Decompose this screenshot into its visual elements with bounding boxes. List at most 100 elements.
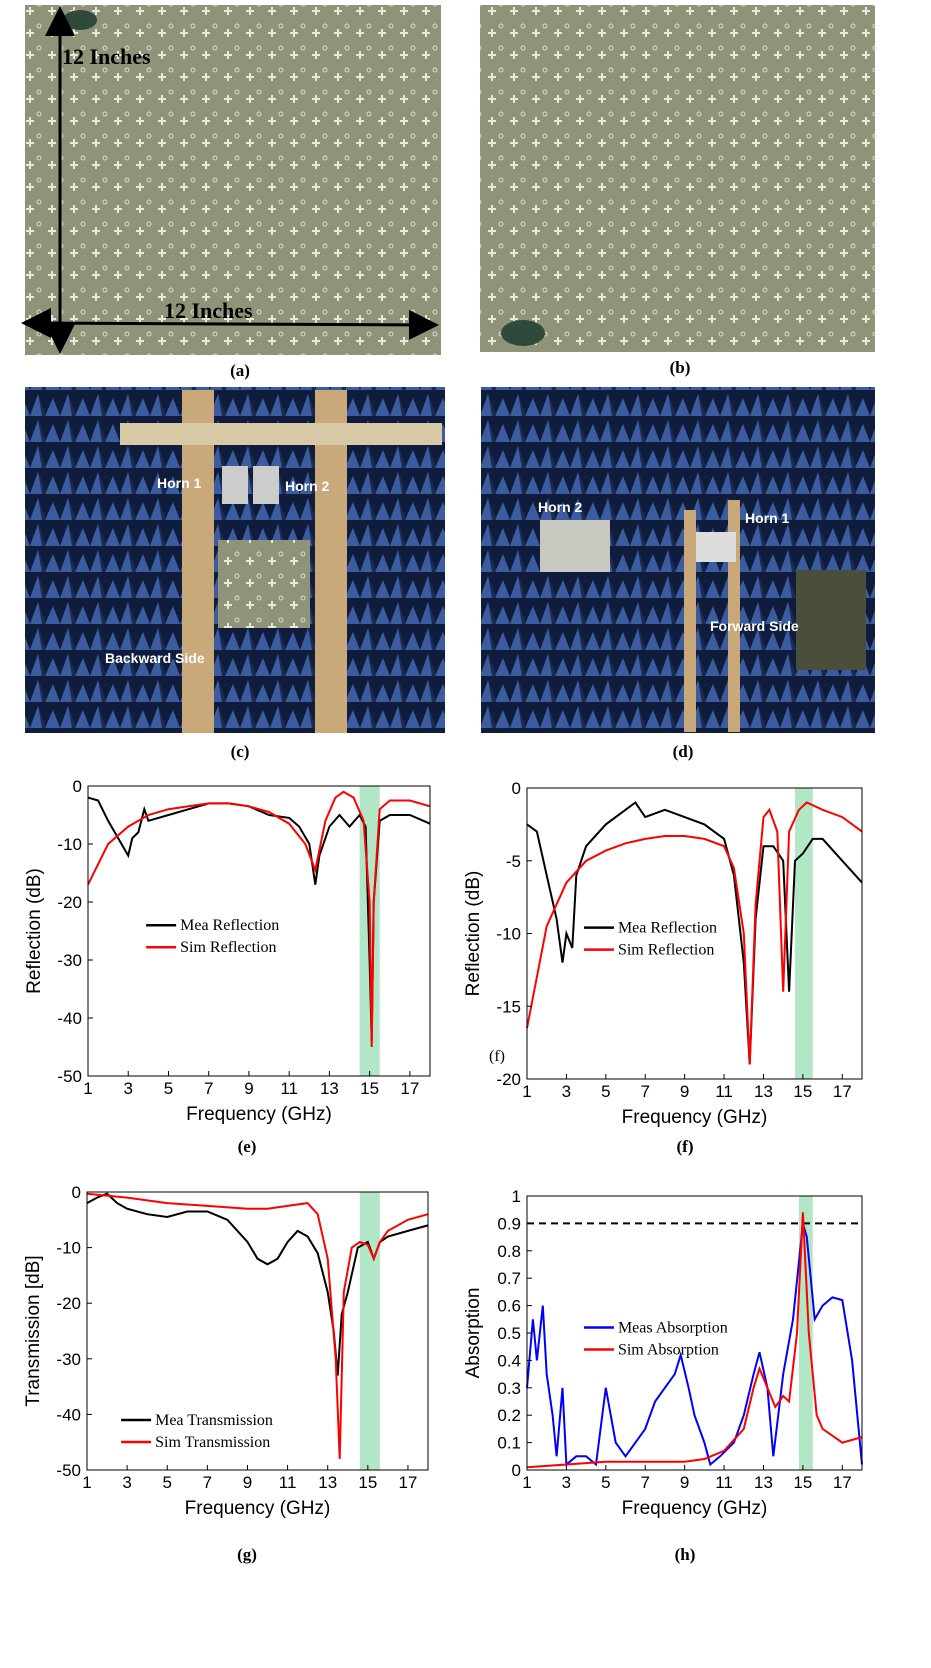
x-tick-label: 11 [715,1082,733,1101]
y-tick-label: -30 [56,1350,81,1369]
x-tick-label: 13 [318,1473,337,1492]
x-tick-label: 5 [164,1079,173,1098]
caption: (g) [237,1545,257,1564]
y-tick-label: -30 [57,951,82,970]
x-tick-label: 5 [601,1473,610,1492]
y-tick-label: 0.1 [497,1434,521,1453]
x-tick-label: 5 [601,1082,610,1101]
y-tick-label: -20 [57,893,82,912]
annotation: Horn 2 [538,499,583,515]
x-tick-label: 3 [122,1473,131,1492]
annotation: Horn 1 [157,475,202,491]
y-axis-label: Reflection (dB) [463,871,484,997]
x-tick-label: 11 [280,1079,298,1098]
y-axis-label: Reflection (dB) [24,868,45,994]
highlight-band [795,788,813,1079]
x-tick-label: 9 [680,1473,689,1492]
annotation: 12 Inches [164,298,253,323]
y-tick-label: -40 [56,1405,81,1424]
y-tick-label: -5 [506,852,521,871]
caption: (h) [675,1545,696,1564]
sticker [501,320,545,346]
y-tick-label: -50 [56,1461,81,1480]
x-tick-label: 15 [360,1079,379,1098]
x-tick-label: 1 [522,1082,531,1101]
annotation: Backward Side [105,650,205,666]
caption: (f) [677,1137,694,1156]
x-axis-label: Frequency (GHz) [185,1498,331,1519]
annotation: (f) [489,1048,505,1065]
legend-label: Sim Absorption [618,1342,719,1359]
y-axis-label: Absorption [463,1288,484,1379]
x-tick-label: 3 [124,1079,133,1098]
plot-frame [87,785,431,1077]
x-axis-label: Frequency (GHz) [186,1104,332,1125]
caption: (a) [230,361,250,380]
series-line [526,1212,863,1469]
horn [540,520,610,572]
caption: (b) [670,358,691,377]
y-tick-label: -40 [57,1009,82,1028]
x-tick-label: 9 [680,1082,689,1101]
x-tick-label: 11 [715,1473,733,1492]
y-tick-label: -20 [56,1294,81,1313]
y-tick-label: -50 [57,1067,82,1086]
y-tick-label: 0.9 [497,1214,521,1233]
x-tick-label: 1 [82,1473,91,1492]
caption: (e) [238,1137,257,1156]
y-tick-label: -10 [496,925,521,944]
x-tick-label: 17 [833,1473,852,1492]
series-line [526,801,863,1065]
sticker [63,10,97,30]
caption: (d) [673,742,694,761]
x-tick-label: 9 [244,1079,253,1098]
x-tick-label: 17 [400,1079,419,1098]
y-tick-label: 0 [512,1461,521,1480]
sample [218,540,310,628]
x-tick-label: 13 [754,1473,773,1492]
y-tick-label: 1 [512,1187,521,1206]
y-tick-label: 0 [72,1183,81,1202]
caption: (c) [231,742,250,761]
x-tick-label: 17 [398,1473,417,1492]
horn [222,466,248,504]
stand [182,390,214,733]
x-tick-label: 7 [204,1079,213,1098]
x-tick-label: 15 [793,1082,812,1101]
legend-label: Meas Absorption [618,1320,728,1337]
horn [253,466,279,504]
x-axis-label: Frequency (GHz) [622,1107,768,1128]
photo [25,5,441,355]
x-tick-label: 9 [243,1473,252,1492]
photo [480,5,875,352]
y-tick-label: 0.5 [497,1324,521,1343]
legend-label: Sim Reflection [180,939,276,956]
stand [315,390,347,733]
sample [696,532,736,562]
annotation: Horn 2 [285,478,330,494]
highlight-band [359,1192,380,1470]
y-tick-label: 0.8 [497,1242,521,1261]
x-tick-label: 17 [833,1082,852,1101]
x-axis-label: Frequency (GHz) [622,1498,768,1519]
legend-label: Mea Reflection [618,920,717,937]
stand [684,510,696,732]
x-tick-label: 7 [641,1082,650,1101]
y-tick-label: 0.6 [497,1297,521,1316]
x-tick-label: 1 [522,1473,531,1492]
y-tick-label: 0 [73,777,82,796]
x-tick-label: 1 [83,1079,92,1098]
x-tick-label: 11 [279,1473,297,1492]
legend-label: Mea Reflection [180,917,279,934]
arrow [39,309,439,340]
y-tick-label: -10 [57,835,82,854]
plot-frame [86,1191,429,1471]
bar [120,423,442,445]
y-tick-label: 0.3 [497,1379,521,1398]
x-tick-label: 7 [641,1473,650,1492]
series-line [526,801,863,1065]
x-tick-label: 15 [358,1473,377,1492]
x-tick-label: 5 [163,1473,172,1492]
x-tick-label: 13 [320,1079,339,1098]
